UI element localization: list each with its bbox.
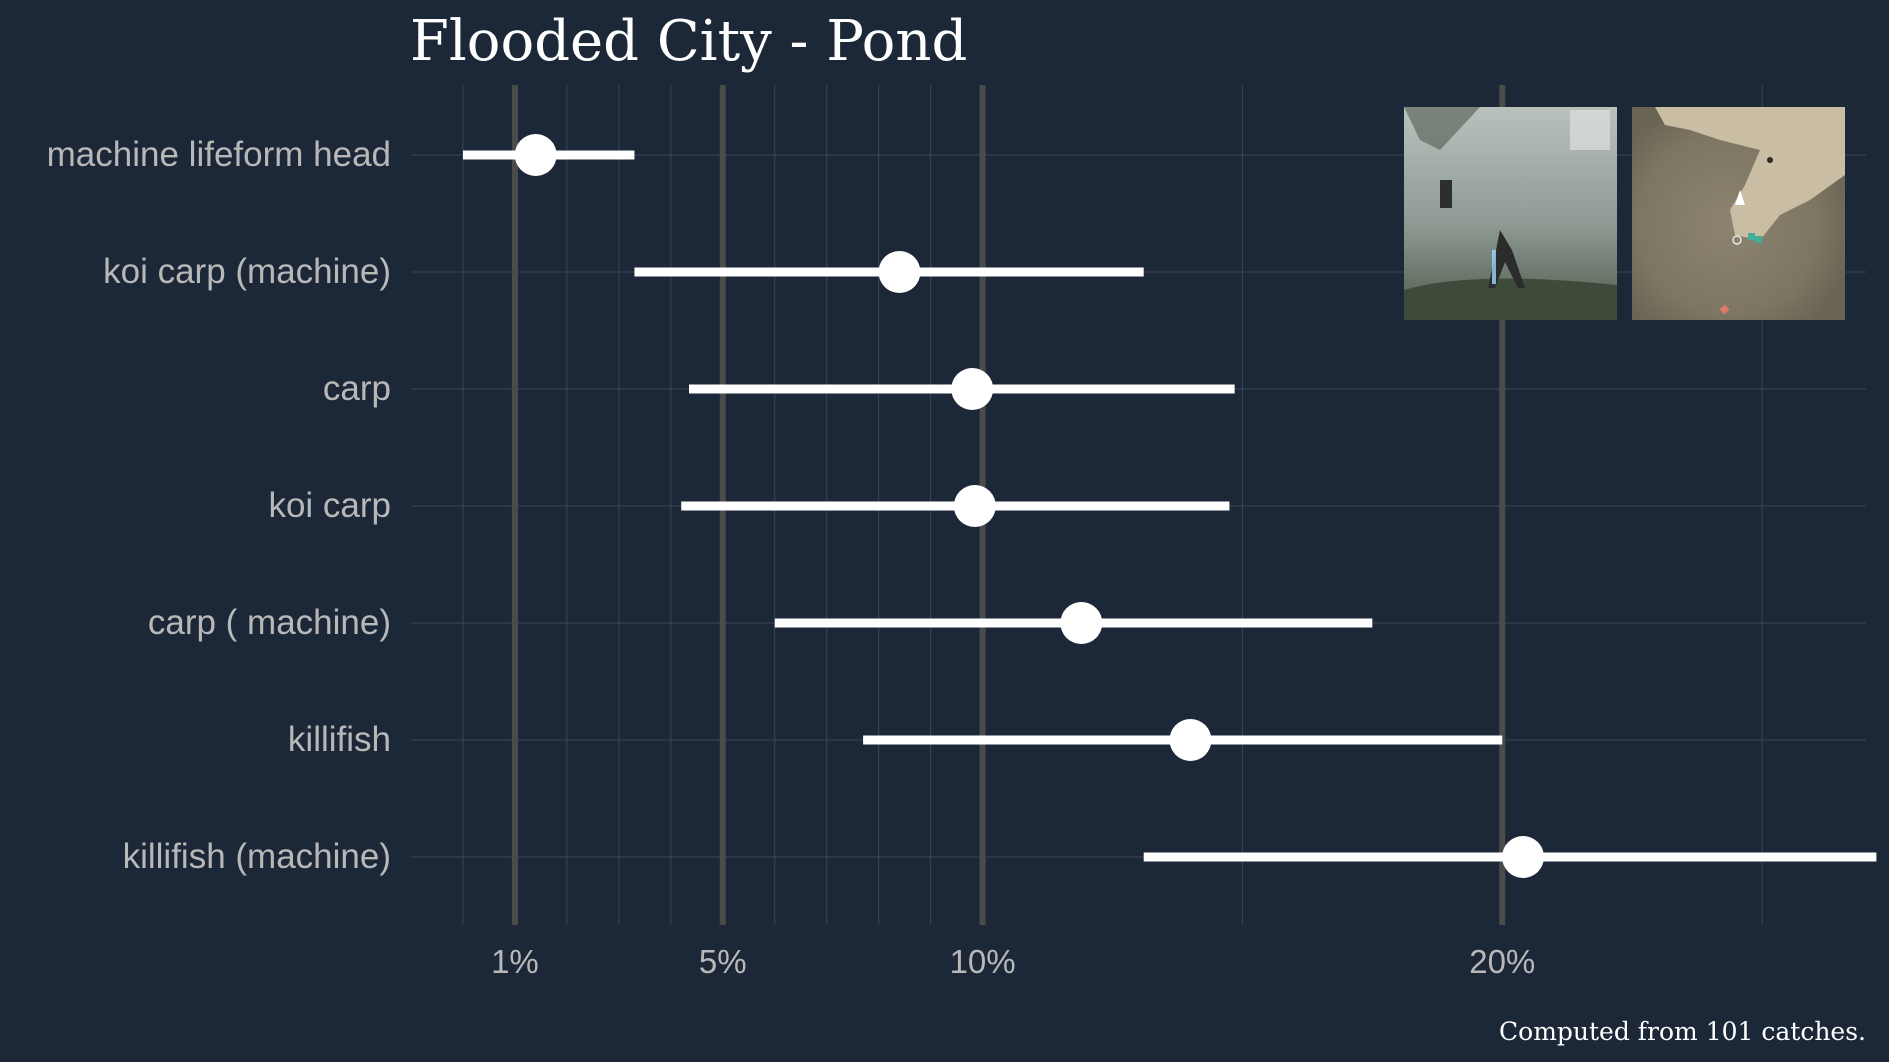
estimate-point [1502, 836, 1545, 878]
estimate-point [878, 251, 921, 293]
chart-title: Flooded City - Pond [410, 9, 967, 74]
category-label: machine lifeform head [47, 135, 391, 174]
x-axis: 1% 5% 10% 20% [491, 943, 1535, 980]
category-label: carp [323, 369, 391, 408]
data-row: koi carp [268, 485, 1230, 527]
estimate-point [514, 134, 557, 176]
map-screenshot [1632, 107, 1845, 320]
category-label: koi carp (machine) [103, 252, 391, 291]
category-label: killifish [288, 720, 391, 759]
chart-caption: Computed from 101 catches. [1499, 1017, 1866, 1046]
x-tick-label: 20% [1469, 943, 1535, 980]
data-row: killifish (machine) [123, 836, 1877, 878]
estimate-point [951, 368, 994, 410]
data-row: machine lifeform head [47, 134, 635, 176]
data-row: carp ( machine) [148, 602, 1373, 644]
x-tick-label: 1% [491, 943, 539, 980]
estimate-point [953, 485, 996, 527]
category-label: koi carp [268, 486, 391, 525]
category-label: killifish (machine) [123, 837, 391, 876]
data-row: killifish [288, 719, 1503, 761]
estimate-point [1060, 602, 1103, 644]
data-rows: machine lifeform head koi carp (machine) c… [47, 134, 1877, 878]
data-row: carp [323, 368, 1235, 410]
estimate-point [1169, 719, 1212, 761]
category-label: carp ( machine) [148, 603, 391, 642]
inset-images [1404, 107, 1845, 320]
x-tick-label: 5% [699, 943, 747, 980]
data-row: koi carp (machine) [103, 251, 1144, 293]
x-tick-label: 10% [950, 943, 1016, 980]
scene-screenshot [1404, 107, 1617, 320]
